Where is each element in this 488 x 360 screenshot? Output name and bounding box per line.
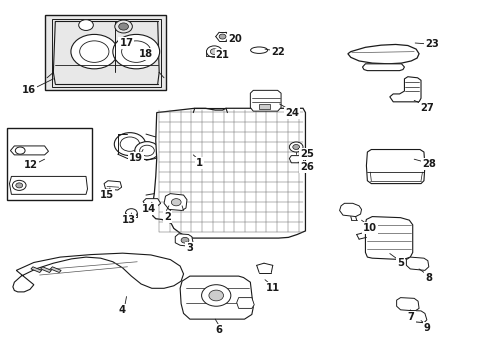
Circle shape xyxy=(71,35,118,69)
Polygon shape xyxy=(50,267,61,273)
Text: 25: 25 xyxy=(299,149,313,159)
Polygon shape xyxy=(365,217,412,260)
Polygon shape xyxy=(289,156,304,163)
Text: 26: 26 xyxy=(299,162,313,172)
Text: 22: 22 xyxy=(270,46,284,57)
Text: 15: 15 xyxy=(100,190,114,200)
Text: 23: 23 xyxy=(425,40,438,49)
Circle shape xyxy=(208,290,223,301)
Circle shape xyxy=(206,46,222,57)
Text: 11: 11 xyxy=(265,283,279,293)
Text: 2: 2 xyxy=(163,212,170,221)
Text: 12: 12 xyxy=(24,160,38,170)
Circle shape xyxy=(114,133,145,156)
Polygon shape xyxy=(52,19,160,87)
Text: 6: 6 xyxy=(215,325,222,335)
Polygon shape xyxy=(9,176,87,194)
Circle shape xyxy=(201,285,230,306)
Circle shape xyxy=(292,144,299,149)
Circle shape xyxy=(125,209,137,217)
Circle shape xyxy=(289,142,303,152)
Polygon shape xyxy=(104,181,122,190)
Polygon shape xyxy=(406,257,428,270)
Polygon shape xyxy=(366,149,424,184)
Ellipse shape xyxy=(250,47,267,53)
Text: 1: 1 xyxy=(196,158,203,168)
Polygon shape xyxy=(143,199,160,206)
Text: 21: 21 xyxy=(215,50,229,60)
Text: 7: 7 xyxy=(407,312,414,322)
Circle shape xyxy=(120,137,140,151)
Polygon shape xyxy=(339,203,361,217)
Polygon shape xyxy=(250,90,281,111)
Text: 19: 19 xyxy=(129,153,143,163)
Polygon shape xyxy=(152,108,305,238)
Text: 9: 9 xyxy=(423,323,430,333)
Polygon shape xyxy=(175,234,193,246)
Bar xyxy=(6,128,92,200)
Polygon shape xyxy=(389,77,420,102)
Circle shape xyxy=(15,147,25,154)
Text: 10: 10 xyxy=(363,224,377,233)
Polygon shape xyxy=(236,298,254,309)
Polygon shape xyxy=(10,146,48,155)
Text: 13: 13 xyxy=(121,215,135,225)
Circle shape xyxy=(12,180,26,190)
Circle shape xyxy=(115,20,132,33)
Text: 14: 14 xyxy=(142,204,156,215)
Circle shape xyxy=(119,23,128,30)
Polygon shape xyxy=(13,253,183,292)
Text: 20: 20 xyxy=(227,35,241,44)
Text: 16: 16 xyxy=(22,85,36,95)
Polygon shape xyxy=(396,298,418,311)
Text: 18: 18 xyxy=(139,49,153,59)
Text: 27: 27 xyxy=(420,103,433,113)
Text: 24: 24 xyxy=(285,108,299,118)
Polygon shape xyxy=(31,267,41,273)
Polygon shape xyxy=(41,267,51,273)
Text: 17: 17 xyxy=(119,38,133,48)
Circle shape xyxy=(135,141,159,159)
Circle shape xyxy=(210,49,218,54)
Bar xyxy=(259,104,269,109)
Text: 8: 8 xyxy=(425,273,431,283)
Circle shape xyxy=(140,145,154,156)
Circle shape xyxy=(181,237,188,243)
Polygon shape xyxy=(180,276,253,319)
Circle shape xyxy=(16,183,22,188)
Polygon shape xyxy=(407,311,426,323)
Text: 5: 5 xyxy=(396,258,403,268)
Text: 3: 3 xyxy=(186,243,193,253)
Text: 28: 28 xyxy=(421,159,435,169)
Circle shape xyxy=(219,34,225,39)
Circle shape xyxy=(171,199,181,206)
Polygon shape xyxy=(347,44,418,64)
Text: 4: 4 xyxy=(118,305,125,315)
Circle shape xyxy=(113,35,159,69)
Bar xyxy=(44,15,166,90)
Polygon shape xyxy=(163,194,186,211)
Circle shape xyxy=(79,20,93,31)
Polygon shape xyxy=(362,64,404,71)
